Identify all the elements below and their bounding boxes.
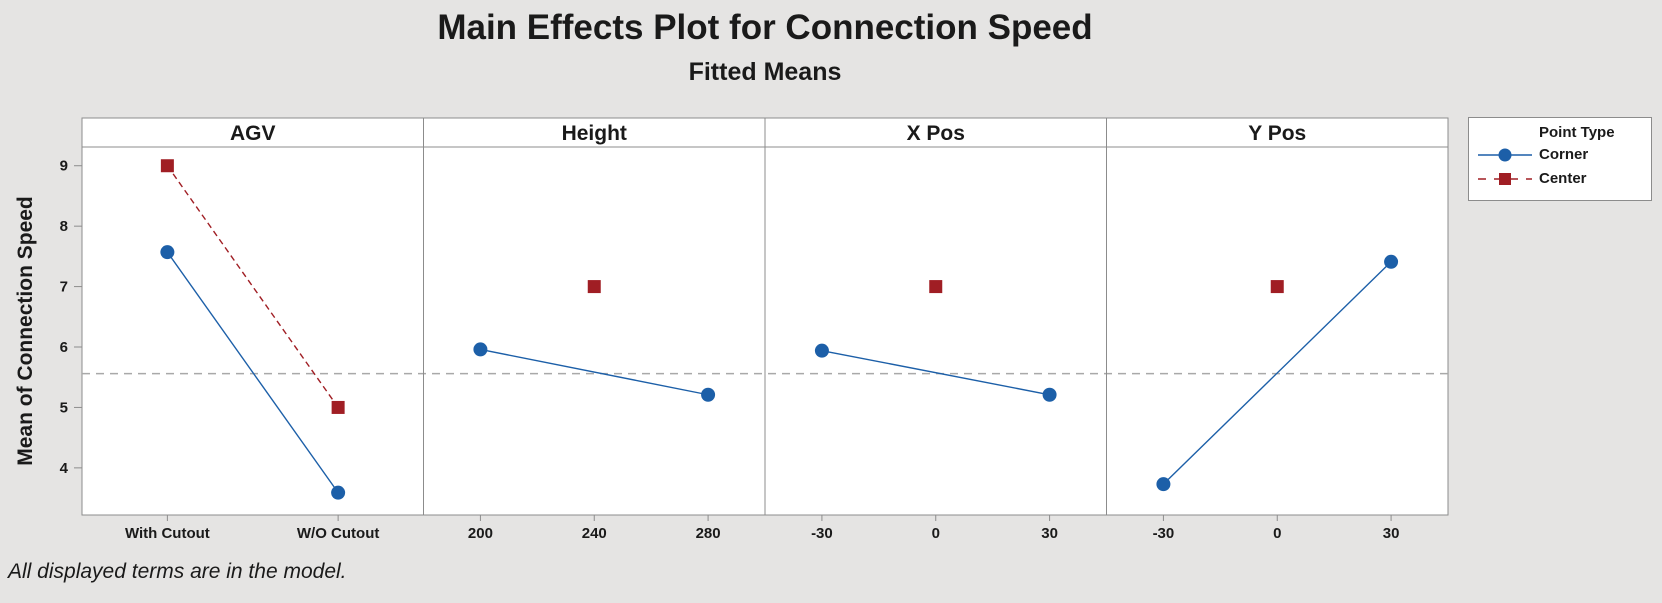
corner-point xyxy=(473,342,488,357)
center-point xyxy=(587,280,601,294)
y-tick-label: 7 xyxy=(60,279,68,296)
center-point xyxy=(1270,280,1284,294)
x-tick-label: 200 xyxy=(468,525,493,542)
corner-series-line xyxy=(1162,261,1392,485)
corner-series-line xyxy=(166,251,339,494)
center-point xyxy=(929,280,943,294)
corner-point xyxy=(1384,254,1399,269)
x-tick-label: 30 xyxy=(1383,525,1400,542)
legend-item-center: Center xyxy=(1469,167,1651,191)
corner-point xyxy=(1156,477,1171,492)
x-tick-label: -30 xyxy=(811,525,833,542)
y-tick-label: 4 xyxy=(60,460,69,477)
x-tick-label: -30 xyxy=(1153,525,1175,542)
panel-header-y-pos: Y Pos xyxy=(1248,122,1306,145)
x-tick-label: 30 xyxy=(1041,525,1058,542)
legend-title: Point Type xyxy=(1539,124,1615,141)
legend: Point Type Corner Center xyxy=(1468,117,1652,201)
corner-series-line xyxy=(480,348,709,396)
legend-item-corner: Corner xyxy=(1469,143,1651,167)
corner-point xyxy=(701,387,716,402)
panel-header-height: Height xyxy=(562,122,627,145)
chart-title: Main Effects Plot for Connection Speed xyxy=(437,8,1093,47)
x-tick-label: 240 xyxy=(582,525,607,542)
center-marker-icon xyxy=(1478,173,1532,185)
panel-header-agv: AGV xyxy=(230,122,276,145)
corner-point xyxy=(1042,387,1057,402)
x-tick-label: W/O Cutout xyxy=(297,525,379,542)
y-tick-label: 8 xyxy=(60,218,68,235)
panel-header-x-pos: X Pos xyxy=(907,122,965,145)
center-point xyxy=(160,159,174,173)
x-tick-label: 280 xyxy=(696,525,721,542)
corner-series-line xyxy=(821,349,1050,396)
x-tick-label: 0 xyxy=(932,525,940,542)
y-tick-label: 9 xyxy=(60,158,68,175)
corner-point xyxy=(160,245,175,260)
corner-point xyxy=(814,343,829,358)
legend-label-center: Center xyxy=(1539,170,1587,187)
x-tick-label: With Cutout xyxy=(125,525,210,542)
x-tick-label: 0 xyxy=(1273,525,1281,542)
corner-point xyxy=(331,485,346,500)
chart-subtitle: Fitted Means xyxy=(688,58,842,86)
center-point xyxy=(331,400,345,414)
footer-note: All displayed terms are in the model. xyxy=(8,560,347,583)
corner-marker-icon xyxy=(1478,148,1532,162)
legend-label-corner: Corner xyxy=(1539,146,1589,163)
y-tick-label: 6 xyxy=(60,339,68,356)
y-tick-label: 5 xyxy=(60,399,68,416)
